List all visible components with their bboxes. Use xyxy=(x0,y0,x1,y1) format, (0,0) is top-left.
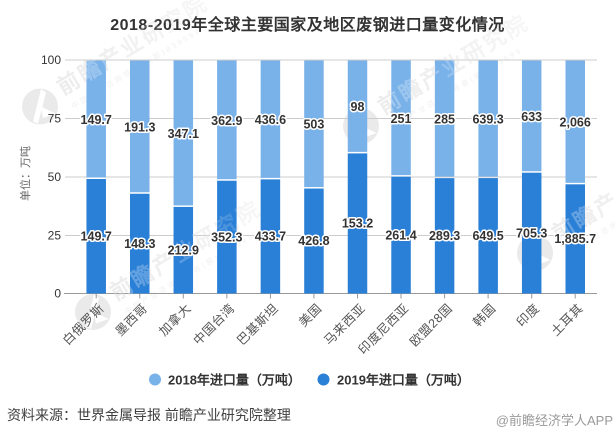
svg-text:649.5: 649.5 xyxy=(472,229,503,243)
svg-text:0: 0 xyxy=(54,287,61,301)
svg-text:289.3: 289.3 xyxy=(429,229,460,243)
svg-text:2,066: 2,066 xyxy=(560,116,591,130)
svg-text:352.3: 352.3 xyxy=(211,230,242,244)
svg-text:153.2: 153.2 xyxy=(342,217,373,231)
svg-text:633: 633 xyxy=(521,110,542,124)
svg-text:191.3: 191.3 xyxy=(124,120,155,134)
svg-text:1,885.7: 1,885.7 xyxy=(554,232,596,246)
svg-text:261.4: 261.4 xyxy=(385,228,416,242)
svg-text:资料来源：世界金属导报 前瞻产业研究院整理: 资料来源：世界金属导报 前瞻产业研究院整理 xyxy=(7,407,291,423)
svg-text:436.6: 436.6 xyxy=(255,113,286,127)
svg-text:149.7: 149.7 xyxy=(81,229,112,243)
svg-text:639.3: 639.3 xyxy=(472,113,503,127)
svg-text:100: 100 xyxy=(41,53,61,67)
svg-text:2019年进口量（万吨）: 2019年进口量（万吨） xyxy=(337,373,470,388)
svg-text:285: 285 xyxy=(434,113,455,127)
svg-text:148.3: 148.3 xyxy=(124,237,155,251)
svg-text:75: 75 xyxy=(48,112,62,126)
svg-text:25: 25 xyxy=(48,229,62,243)
svg-text:单位：万吨: 单位：万吨 xyxy=(18,146,32,201)
svg-text:705.3: 705.3 xyxy=(516,226,547,240)
svg-text:347.1: 347.1 xyxy=(168,127,199,141)
svg-text:50: 50 xyxy=(48,170,62,184)
svg-text:362.9: 362.9 xyxy=(211,114,242,128)
svg-text:251: 251 xyxy=(391,112,412,126)
svg-text:212.9: 212.9 xyxy=(168,243,199,257)
svg-text:2018-2019年全球主要国家及地区废钢进口量变化情况: 2018-2019年全球主要国家及地区废钢进口量变化情况 xyxy=(110,15,505,34)
svg-text:149.7: 149.7 xyxy=(81,113,112,127)
svg-text:@前瞻经济学人APP: @前瞻经济学人APP xyxy=(496,413,613,428)
svg-text:503: 503 xyxy=(303,118,324,132)
svg-text:426.8: 426.8 xyxy=(298,234,329,248)
svg-text:2018年进口量（万吨）: 2018年进口量（万吨） xyxy=(168,373,301,388)
svg-text:433.7: 433.7 xyxy=(255,230,286,244)
svg-text:98: 98 xyxy=(351,100,365,114)
